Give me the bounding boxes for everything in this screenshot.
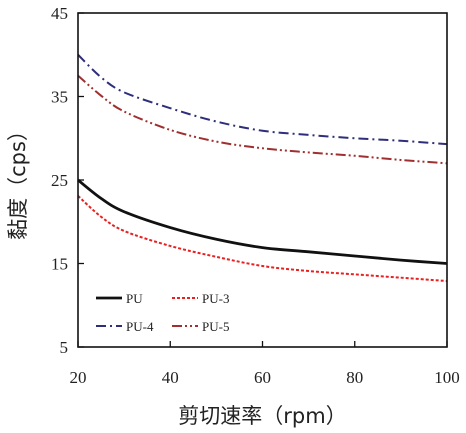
x-tick-label: 40 bbox=[162, 368, 179, 387]
x-tick-label: 80 bbox=[346, 368, 363, 387]
series-line-pu-5 bbox=[77, 74, 448, 165]
y-axis-title: 黏度（cps） bbox=[6, 120, 30, 240]
legend-label-pu-3: PU-3 bbox=[202, 291, 229, 306]
series-line-pu-4 bbox=[77, 54, 448, 146]
legend: PU PU-3 PU-4 PU-5 bbox=[96, 291, 229, 334]
y-tick-label: 35 bbox=[51, 88, 68, 107]
series-line-pu-3 bbox=[77, 195, 448, 283]
legend-label-pu-5: PU-5 bbox=[202, 319, 229, 334]
axes-layer: 20 40 60 80 100 5 15 25 35 45 bbox=[51, 4, 460, 387]
x-axis-title: 剪切速率（rpm） bbox=[178, 404, 346, 428]
series-line-pu bbox=[77, 178, 448, 265]
legend-label-pu-4: PU-4 bbox=[126, 319, 154, 334]
legend-label-pu: PU bbox=[126, 291, 143, 306]
y-tick-label: 45 bbox=[51, 4, 68, 23]
y-tick-label: 25 bbox=[51, 171, 68, 190]
y-tick-label: 5 bbox=[60, 338, 69, 357]
x-tick-label: 100 bbox=[434, 368, 460, 387]
x-tick-label: 20 bbox=[70, 368, 87, 387]
y-tick-label: 15 bbox=[51, 255, 68, 274]
x-tick-label: 60 bbox=[254, 368, 271, 387]
series-layer bbox=[77, 54, 448, 283]
